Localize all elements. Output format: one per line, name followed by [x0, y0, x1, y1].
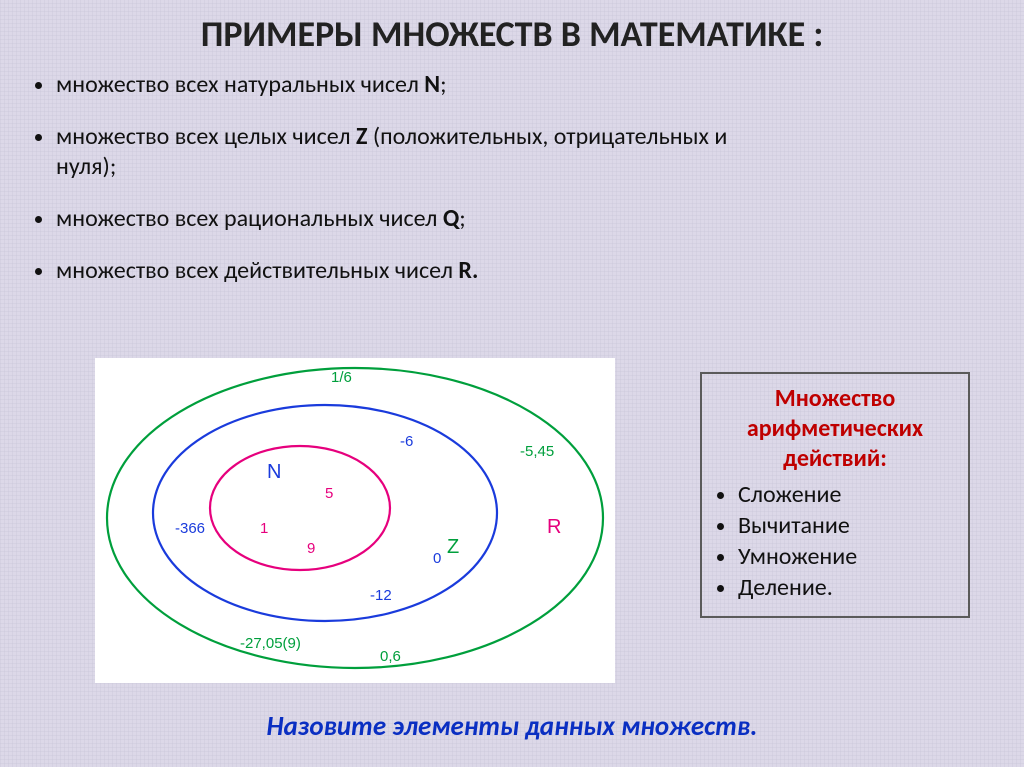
footer-question: Назовите элементы данных множеств. [0, 710, 1024, 743]
venn-element-label: 9 [307, 540, 315, 557]
list-item: множество всех натуральных чисел N; [56, 70, 1024, 100]
list-item: Деление. [738, 573, 954, 602]
venn-element-label: 5 [325, 485, 333, 502]
venn-set-label-R: R [547, 516, 561, 538]
venn-element-label: -366 [175, 520, 205, 537]
bullet-tail: ; [440, 70, 446, 99]
bullet-strong: Q [443, 204, 459, 233]
operations-title: Множество арифметических действий: [716, 384, 954, 474]
venn-element-label: 1 [260, 520, 268, 537]
venn-ellipse-N [210, 446, 390, 570]
list-item: Сложение [738, 480, 954, 509]
list-item: Вычитание [738, 511, 954, 540]
bullet-text: множество всех натуральных чисел [56, 70, 424, 99]
venn-set-label-Z: Z [447, 536, 459, 558]
bullet-strong: N [424, 70, 440, 99]
operations-list: Сложение Вычитание Умножение Деление. [738, 480, 954, 602]
operations-title-line: арифметических [747, 414, 923, 443]
list-item: множество всех рациональных чисел Q; [56, 204, 1024, 234]
list-item: множество всех действительных чисел R. [56, 256, 1024, 286]
operations-box: Множество арифметических действий: Сложе… [700, 372, 970, 618]
bullet-text: множество всех действительных чисел [56, 256, 458, 285]
venn-element-label: -6 [400, 433, 413, 450]
bullet-tail: ; [459, 204, 465, 233]
venn-svg: R Z N 1/6 -5,45 0,6 -27,05(9) -6 -366 0 -12 5 1 9 [95, 358, 615, 683]
operations-title-line: Множество [775, 384, 896, 413]
venn-element-label: 0,6 [380, 648, 401, 665]
venn-element-label: -27,05(9) [240, 635, 301, 652]
page-title: ПРИМЕРЫ МНОЖЕСТВ В МАТЕМАТИКЕ : [0, 0, 1024, 56]
list-item: множество всех целых чисел Z (положитель… [56, 122, 1024, 182]
operations-title-line: действий: [783, 444, 887, 473]
venn-element-label: 1/6 [331, 369, 352, 386]
venn-ellipse-Z [153, 405, 497, 621]
venn-element-label: -5,45 [520, 443, 554, 460]
bullet-strong: R. [458, 256, 478, 285]
bullet-text: множество всех рациональных чисел [56, 204, 443, 233]
bullet-strong: Z [356, 122, 367, 151]
venn-ellipse-R [107, 368, 603, 668]
venn-element-label: 0 [433, 550, 441, 567]
bullet-list: множество всех натуральных чисел N; множ… [56, 70, 1024, 286]
venn-set-label-N: N [267, 461, 281, 483]
venn-element-label: -12 [370, 587, 392, 604]
list-item: Умножение [738, 542, 954, 571]
bullet-text: множество всех целых чисел [56, 122, 356, 151]
venn-diagram: R Z N 1/6 -5,45 0,6 -27,05(9) -6 -366 0 -12 5 1 9 [95, 358, 615, 683]
